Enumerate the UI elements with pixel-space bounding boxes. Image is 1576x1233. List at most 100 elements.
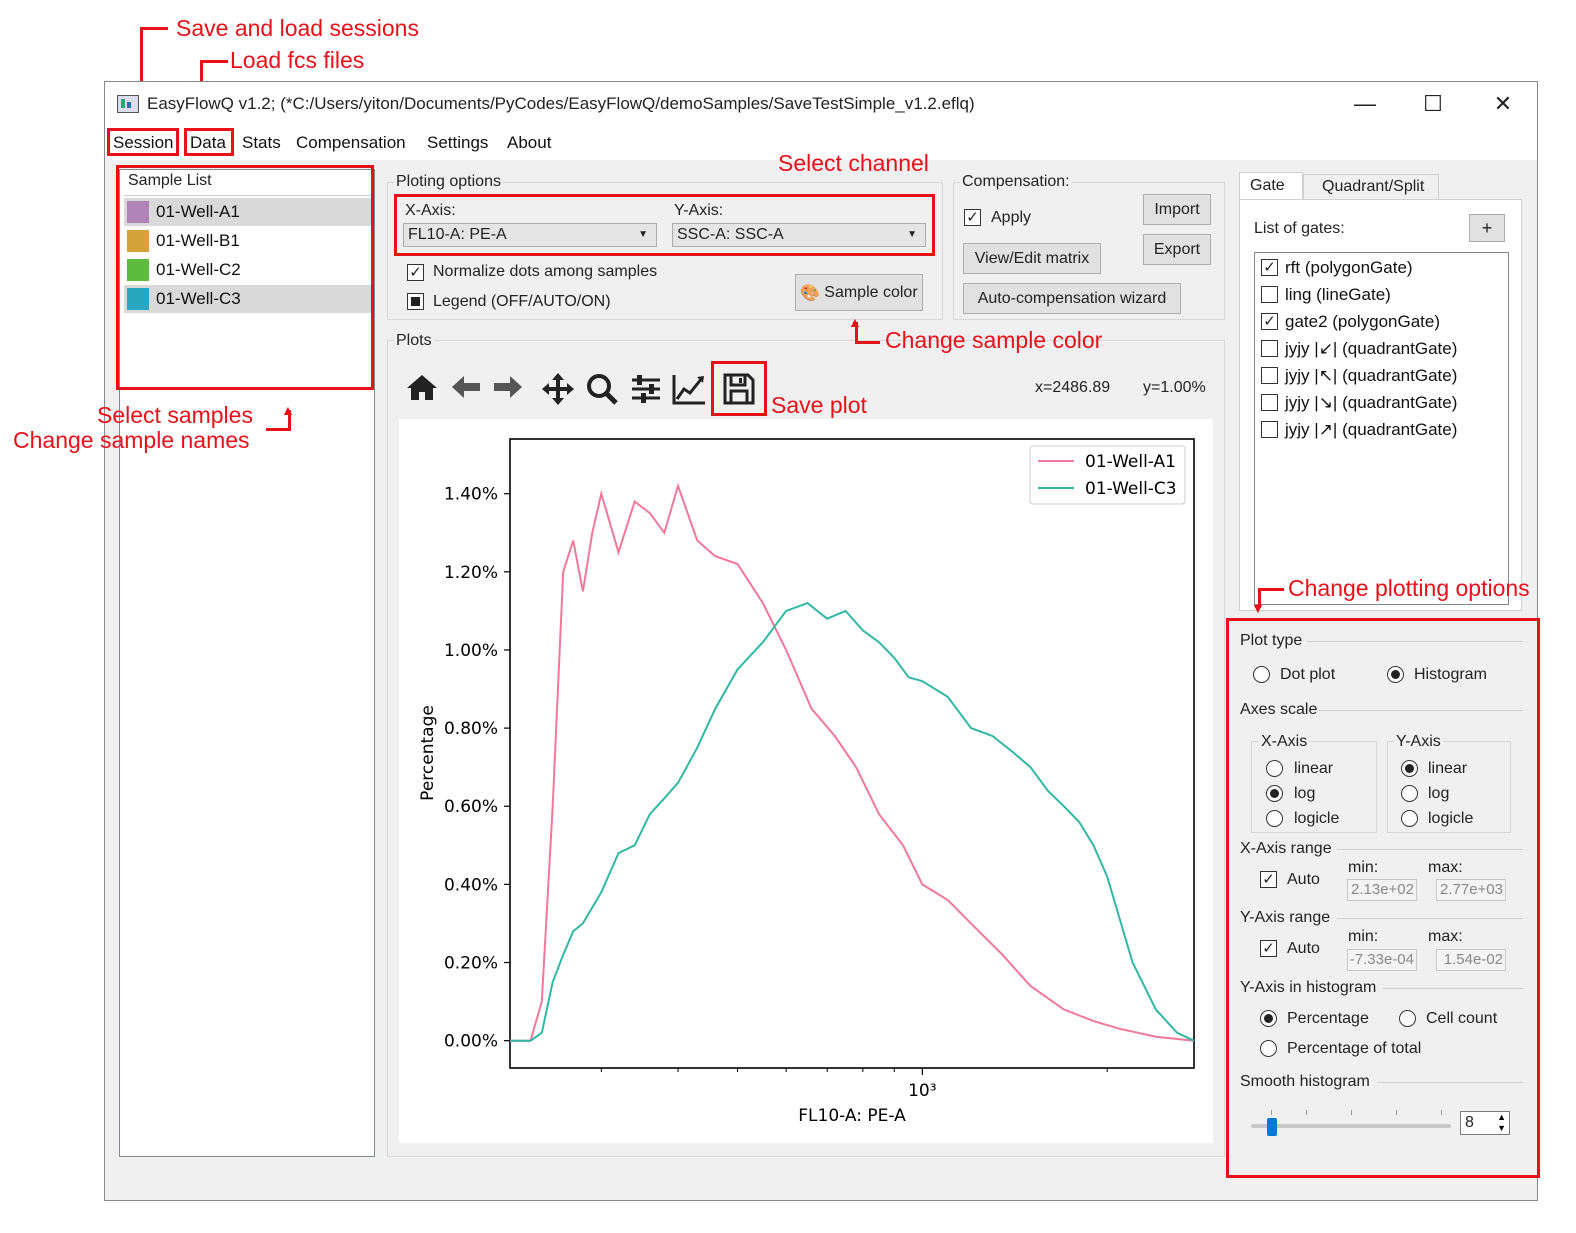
menu-data[interactable]: Data	[190, 133, 226, 152]
tab-quadrant-split[interactable]: Quadrant/Split	[1303, 174, 1439, 200]
highlight-data-menu	[184, 128, 234, 156]
spin-down-icon[interactable]: ▼	[1497, 1123, 1506, 1133]
y-tick-label: 0.60%	[444, 797, 498, 817]
sample-name: 01-Well-C3	[156, 289, 241, 308]
import-button[interactable]: Import	[1143, 194, 1211, 225]
percentage-label: Percentage	[1287, 1010, 1369, 1027]
slider-handle[interactable]	[1267, 1118, 1277, 1136]
save-plot-icon[interactable]	[722, 372, 756, 412]
cell-count-radio[interactable]	[1399, 1010, 1416, 1027]
x-scale-linear-label: linear	[1294, 760, 1334, 777]
highlight-channel-selectors	[394, 194, 935, 256]
sample-color-button[interactable]: 🎨 Sample color	[795, 274, 923, 311]
y-scale-logicle-radio[interactable]	[1401, 810, 1418, 827]
dot-plot-radio[interactable]	[1253, 666, 1270, 683]
y-axis-range-title: Y-Axis range	[1240, 909, 1331, 926]
x-min-label: min:	[1348, 859, 1379, 876]
y-max-label: max:	[1428, 928, 1463, 945]
plotting-options-group	[387, 182, 943, 320]
sample-item-a1[interactable]: 01-Well-A1	[124, 198, 372, 226]
x-min-field[interactable]: 2.13e+02	[1347, 879, 1417, 901]
sample-item-c2[interactable]: 01-Well-C2	[124, 256, 372, 284]
annotation-select-channel: Select channel	[778, 150, 929, 176]
y-min-field[interactable]: -7.33e-04	[1347, 949, 1417, 971]
minimize-button[interactable]: —	[1354, 91, 1376, 116]
sample-list[interactable]: Sample List 01-Well-A1 01-Well-B1 01-Wel…	[119, 169, 375, 1157]
smooth-slider[interactable]	[1251, 1110, 1451, 1140]
apply-compensation-checkbox[interactable]: ✓	[964, 209, 981, 226]
gate-checkbox[interactable]	[1261, 367, 1278, 384]
window-title: EasyFlowQ v1.2; (*C:/Users/yiton/Documen…	[147, 94, 975, 113]
gate-label: gate2 (polygonGate)	[1285, 312, 1440, 331]
x-axis-select[interactable]: FL10-A: PE-A ▼	[403, 223, 657, 247]
forward-icon[interactable]	[491, 372, 525, 408]
normalize-checkbox[interactable]: ✓	[407, 264, 424, 281]
percentage-of-total-radio[interactable]	[1260, 1040, 1277, 1057]
spin-up-icon[interactable]: ▲	[1497, 1112, 1506, 1122]
export-button[interactable]: Export	[1143, 234, 1211, 265]
gate-label: jyjy |↙| (quadrantGate)	[1285, 339, 1458, 358]
maximize-button[interactable]: ☐	[1423, 91, 1443, 116]
close-button[interactable]: ✕	[1493, 91, 1513, 116]
y-max-field[interactable]: 1.54e-02	[1436, 949, 1506, 971]
y-tick-label: 0.40%	[444, 875, 498, 895]
gate-checkbox[interactable]: ✓	[1261, 313, 1278, 330]
y-range-auto-label: Auto	[1287, 940, 1320, 957]
menu-bar: Session Data Stats Compensation Settings…	[105, 126, 1537, 160]
y-axis-scale-group	[1387, 741, 1511, 833]
sample-color-label: Sample color	[824, 283, 918, 301]
gate-checkbox[interactable]	[1261, 421, 1278, 438]
apply-label: Apply	[991, 209, 1032, 226]
histogram-radio[interactable]	[1387, 666, 1404, 683]
zoom-icon[interactable]	[585, 372, 619, 412]
menu-compensation[interactable]: Compensation	[296, 133, 406, 152]
y-axis-title: Percentage	[418, 705, 438, 801]
x-max-field[interactable]: 2.77e+03	[1436, 879, 1506, 901]
percentage-of-total-label: Percentage of total	[1287, 1040, 1422, 1057]
annotation-load-fcs-files: Load fcs files	[230, 47, 365, 73]
configure-subplots-icon[interactable]	[629, 372, 663, 412]
x-scale-log-radio[interactable]	[1266, 785, 1283, 802]
chevron-down-icon: ▼	[907, 229, 917, 240]
home-icon[interactable]	[405, 372, 439, 408]
y-axis-scale-title: Y-Axis	[1394, 733, 1443, 751]
gate-tab-panel: List of gates: + ✓ rft (polygonGate) ling…	[1239, 199, 1522, 611]
legend-checkbox[interactable]	[407, 293, 424, 310]
smooth-spinbox[interactable]: 8 ▲ ▼	[1460, 1111, 1510, 1135]
gate-checkbox[interactable]	[1261, 394, 1278, 411]
view-edit-matrix-button[interactable]: View/Edit matrix	[963, 243, 1101, 274]
sample-item-b1[interactable]: 01-Well-B1	[124, 227, 372, 255]
menu-about[interactable]: About	[507, 133, 552, 152]
cell-count-label: Cell count	[1426, 1010, 1498, 1027]
back-icon[interactable]	[449, 372, 483, 408]
y-tick-label: 1.40%	[444, 485, 498, 505]
menu-settings[interactable]: Settings	[427, 133, 489, 152]
x-range-auto-checkbox[interactable]: ✓	[1260, 871, 1277, 888]
y-scale-linear-radio[interactable]	[1401, 760, 1418, 777]
x-axis-scale-group	[1251, 741, 1377, 833]
y-axis-select[interactable]: SSC-A: SSC-A ▼	[672, 223, 926, 247]
gate-list[interactable]: ✓ rft (polygonGate) ling (lineGate) ✓ gate…	[1254, 252, 1509, 605]
menu-stats[interactable]: Stats	[242, 133, 281, 152]
auto-compensation-wizard-button[interactable]: Auto-compensation wizard	[963, 283, 1181, 314]
y-scale-log-radio[interactable]	[1401, 785, 1418, 802]
compensation-title: Compensation:	[960, 173, 1072, 191]
add-gate-button[interactable]: +	[1469, 214, 1505, 242]
y-min-label: min:	[1348, 928, 1379, 945]
menu-session[interactable]: Session	[113, 133, 174, 152]
y-tick-label: 0.00%	[444, 1032, 498, 1052]
gate-checkbox[interactable]: ✓	[1261, 259, 1278, 276]
edit-axis-icon[interactable]	[671, 372, 707, 412]
y-range-auto-checkbox[interactable]: ✓	[1260, 940, 1277, 957]
x-scale-linear-radio[interactable]	[1266, 760, 1283, 777]
y-tick-label: 0.20%	[444, 954, 498, 974]
gate-checkbox[interactable]	[1261, 286, 1278, 303]
percentage-radio[interactable]	[1260, 1010, 1277, 1027]
x-scale-logicle-radio[interactable]	[1266, 810, 1283, 827]
gate-checkbox[interactable]	[1261, 340, 1278, 357]
x-scale-log-label: log	[1294, 785, 1316, 802]
plot-canvas[interactable]: 0.00% 0.20% 0.40% 0.60% 0.80% 1.00% 1.20% 1.40%…	[399, 419, 1213, 1143]
tab-gate[interactable]: Gate	[1239, 172, 1303, 200]
pan-icon[interactable]	[541, 372, 575, 412]
sample-item-c3[interactable]: 01-Well-C3	[124, 285, 372, 313]
